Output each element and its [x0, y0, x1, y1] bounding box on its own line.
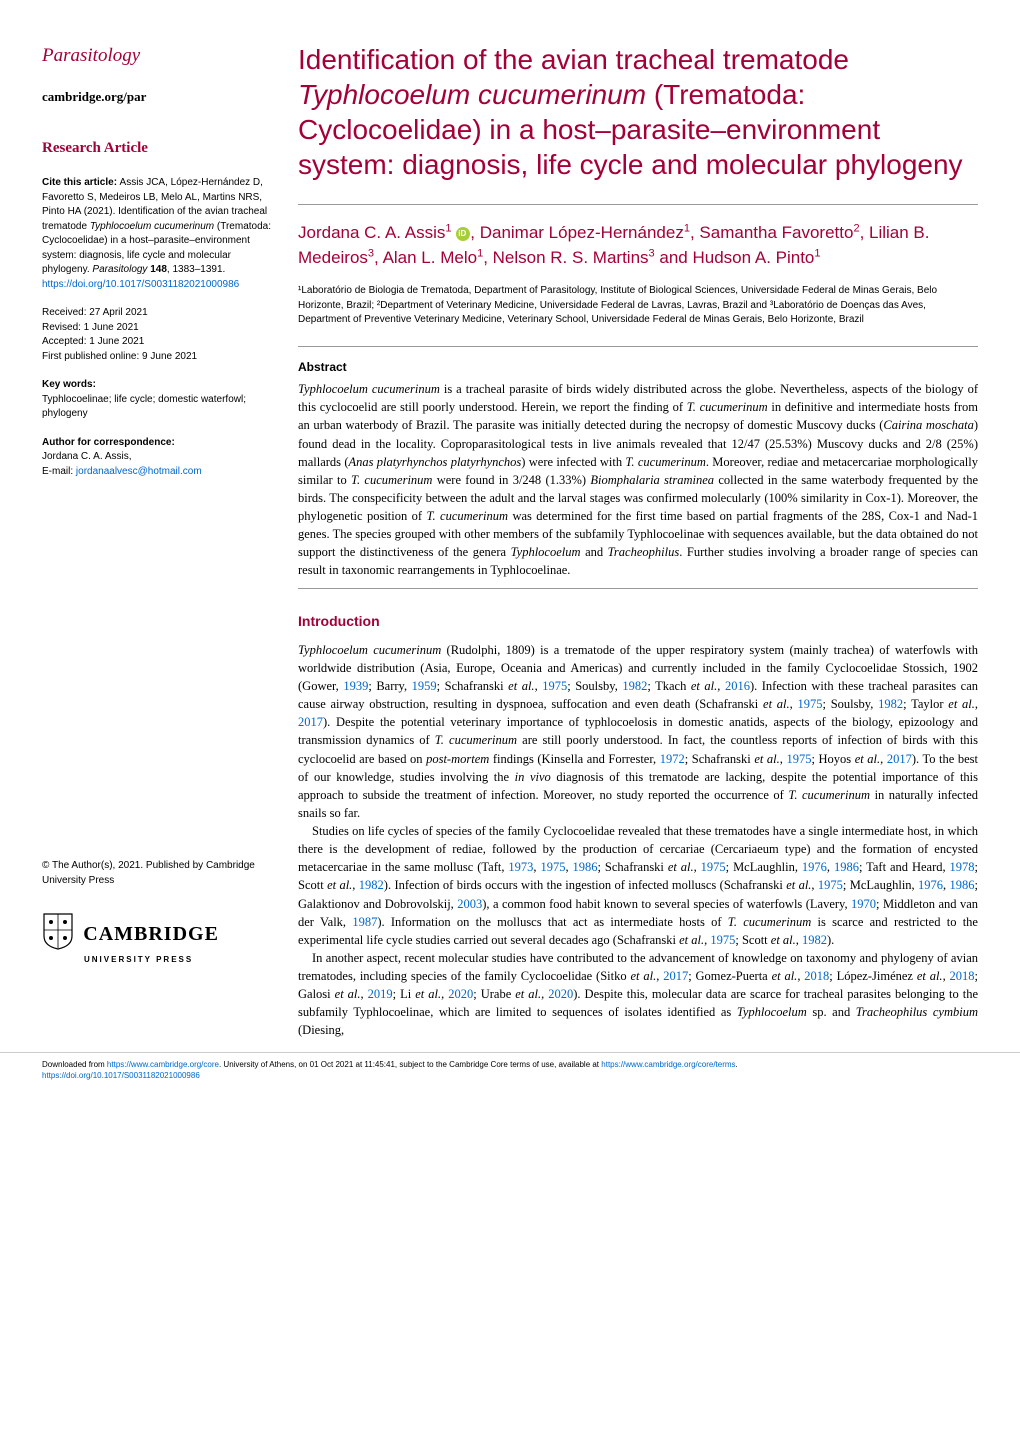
title-species: Typhlocoelum cucumerinum [298, 79, 646, 110]
keywords-section: Key words: Typhlocoelinae; life cycle; d… [42, 378, 272, 422]
citation-label: Cite this article: [42, 177, 117, 188]
citation-pages: , 1383–1391. [167, 264, 225, 275]
email-link[interactable]: jordanaalvesc@hotmail.com [76, 466, 202, 477]
introduction-heading: Introduction [298, 611, 978, 631]
author-2: Danimar López-Hernández [480, 223, 684, 242]
author-5-sup: 1 [477, 247, 483, 259]
accepted-date: Accepted: 1 June 2021 [42, 335, 272, 350]
citation-section: Cite this article: Assis JCA, López-Hern… [42, 176, 272, 292]
dates-section: Received: 27 April 2021 Revised: 1 June … [42, 306, 272, 364]
article-type: Research Article [42, 138, 272, 160]
title-part-1: Identification of the avian tracheal tre… [298, 44, 849, 75]
keywords-text: Typhlocoelinae; life cycle; domestic wat… [42, 393, 272, 422]
received-date: Received: 27 April 2021 [42, 306, 272, 321]
author-6: Nelson R. S. Martins [493, 248, 649, 267]
sidebar: Parasitology cambridge.org/par Research … [42, 42, 272, 1040]
citation-body: Assis JCA, López-Hernández D, Favoretto … [42, 177, 271, 290]
correspondence-email-line: E-mail: jordanaalvesc@hotmail.com [42, 465, 272, 480]
author-3: Samantha Favoretto [699, 223, 853, 242]
journal-url[interactable]: cambridge.org/par [42, 88, 272, 107]
abstract-text: Typhlocoelum cucumerinum is a tracheal p… [298, 380, 978, 579]
revised-date: Revised: 1 June 2021 [42, 321, 272, 336]
publisher-subtext: UNIVERSITY PRESS [84, 954, 272, 966]
citation-volume: 148 [147, 264, 166, 275]
author-6-sup: 3 [649, 247, 655, 259]
author-3-sup: 2 [853, 222, 859, 234]
main-content: Identification of the avian tracheal tre… [298, 42, 978, 1040]
author-4-sup: 3 [368, 247, 374, 259]
first-published-date: First published online: 9 June 2021 [42, 350, 272, 365]
author-7: Hudson A. Pinto [692, 248, 814, 267]
footer-link-1[interactable]: https://www.cambridge.org/core [107, 1060, 219, 1069]
abstract-heading: Abstract [298, 359, 978, 376]
citation-doi-link[interactable]: https://doi.org/10.1017/S003118202100098… [42, 279, 239, 290]
journal-name: Parasitology [42, 42, 272, 70]
correspondence-name: Jordana C. A. Assis, [42, 450, 272, 465]
email-label: E-mail: [42, 466, 76, 477]
keywords-label: Key words: [42, 378, 272, 393]
citation-species: Typhlocoelum cucumerinum [90, 221, 214, 232]
page-container: Parasitology cambridge.org/par Research … [0, 0, 1020, 1052]
author-1: Jordana C. A. Assis [298, 223, 445, 242]
orcid-icon[interactable] [456, 227, 470, 241]
article-title: Identification of the avian tracheal tre… [298, 42, 978, 182]
affiliations: ¹Laboratório de Biologia de Trematoda, D… [298, 284, 978, 328]
introduction-body: Typhlocoelum cucumerinum (Rudolphi, 1809… [298, 641, 978, 1040]
page-footer: Downloaded from https://www.cambridge.or… [0, 1052, 1020, 1090]
footer-text-1: Downloaded from [42, 1060, 107, 1069]
correspondence-section: Author for correspondence: Jordana C. A.… [42, 436, 272, 480]
author-2-sup: 1 [684, 222, 690, 234]
author-7-sup: 1 [814, 247, 820, 259]
publisher-logo: CAMBRIDGE UNIVERSITY PRESS [42, 912, 272, 965]
footer-text-3: . [736, 1060, 738, 1069]
footer-text-2: . University of Athens, on 01 Oct 2021 a… [219, 1060, 601, 1069]
author-5: Alan L. Melo [383, 248, 478, 267]
title-rule [298, 204, 978, 205]
authors-list: Jordana C. A. Assis1 , Danimar López-Her… [298, 221, 978, 270]
citation-journal: Parasitology [92, 264, 147, 275]
footer-link-3[interactable]: https://doi.org/10.1017/S003118202100098… [42, 1071, 200, 1080]
copyright-text: © The Author(s), 2021. Published by Camb… [42, 859, 272, 888]
abstract-box: Abstract Typhlocoelum cucumerinum is a t… [298, 346, 978, 589]
publisher-name: CAMBRIDGE [83, 920, 219, 949]
correspondence-label: Author for correspondence: [42, 436, 272, 451]
shield-icon [42, 912, 74, 956]
author-1-sup: 1 [445, 222, 451, 234]
footer-link-2[interactable]: https://www.cambridge.org/core/terms [601, 1060, 735, 1069]
